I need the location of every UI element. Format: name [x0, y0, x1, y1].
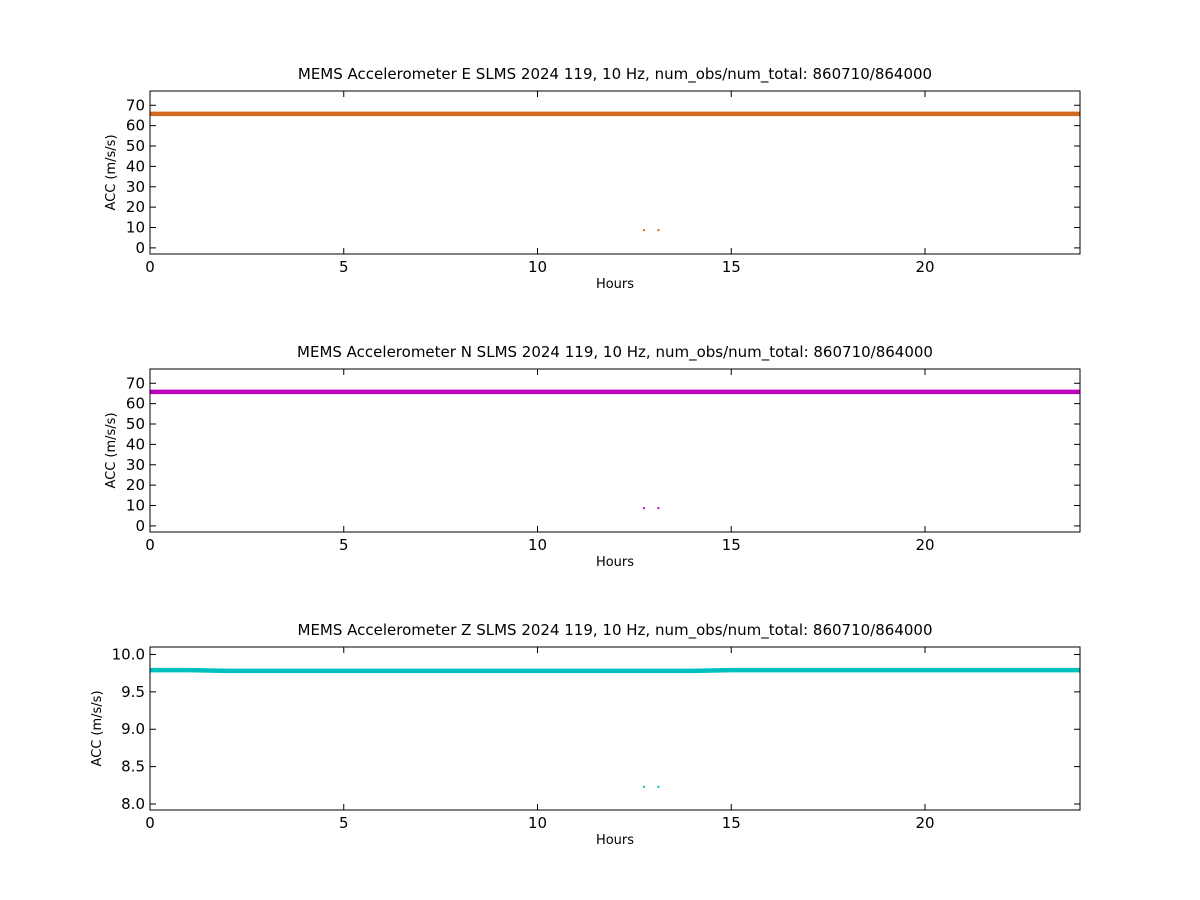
y-tick-label: 60 — [126, 117, 145, 135]
data-point — [657, 507, 660, 510]
y-tick-label: 50 — [126, 415, 145, 433]
x-tick-label: 10 — [528, 536, 547, 554]
y-tick-label: 10.0 — [112, 645, 145, 663]
y-tick-label: 40 — [126, 435, 145, 453]
y-axis-label: ACC (m/s/s) — [104, 412, 119, 488]
data-point — [657, 785, 660, 788]
y-tick-label: 60 — [126, 395, 145, 413]
x-tick-label: 0 — [145, 258, 155, 276]
y-tick-label: 9.0 — [121, 720, 145, 738]
x-tick-label: 0 — [145, 814, 155, 832]
subplot-2: MEMS Accelerometer N SLMS 2024 119, 10 H… — [104, 343, 1081, 570]
x-tick-label: 5 — [339, 536, 349, 554]
x-axis-label: Hours — [596, 833, 634, 848]
y-tick-label: 20 — [126, 198, 145, 216]
y-tick-label: 9.5 — [121, 683, 145, 701]
subplot-1: MEMS Accelerometer E SLMS 2024 119, 10 H… — [104, 65, 1081, 292]
axes-frame — [149, 90, 1081, 255]
y-tick-label: 8.5 — [121, 758, 145, 776]
data-point — [643, 229, 646, 232]
x-tick-label: 15 — [722, 814, 741, 832]
y-tick-label: 20 — [126, 476, 145, 494]
data-point — [643, 507, 646, 510]
y-tick-label: 30 — [126, 178, 145, 196]
x-axis-label: Hours — [596, 277, 634, 292]
y-tick-label: 10 — [126, 497, 145, 515]
y-tick-label: 70 — [126, 96, 145, 114]
x-tick-label: 15 — [722, 258, 741, 276]
data-point — [657, 229, 660, 232]
subplot-3: MEMS Accelerometer Z SLMS 2024 119, 10 H… — [90, 621, 1081, 848]
x-tick-label: 0 — [145, 536, 155, 554]
y-tick-label: 0 — [135, 239, 145, 257]
x-axis-label: Hours — [596, 555, 634, 570]
axes-frame — [149, 646, 1081, 811]
x-tick-label: 20 — [915, 258, 934, 276]
y-tick-label: 70 — [126, 374, 145, 392]
y-axis-label: ACC (m/s/s) — [104, 134, 119, 210]
data-point — [643, 785, 646, 788]
x-tick-label: 20 — [915, 814, 934, 832]
y-axis-label: ACC (m/s/s) — [90, 690, 105, 766]
data-band-series — [150, 667, 1080, 674]
x-tick-label: 5 — [339, 814, 349, 832]
y-tick-label: 10 — [126, 219, 145, 237]
x-tick-label: 10 — [528, 258, 547, 276]
chart-title: MEMS Accelerometer Z SLMS 2024 119, 10 H… — [298, 621, 933, 640]
chart-title: MEMS Accelerometer N SLMS 2024 119, 10 H… — [297, 343, 933, 362]
y-tick-label: 0 — [135, 517, 145, 535]
y-tick-label: 50 — [126, 137, 145, 155]
x-tick-label: 5 — [339, 258, 349, 276]
x-tick-label: 10 — [528, 814, 547, 832]
axes-frame — [149, 368, 1081, 533]
y-tick-label: 40 — [126, 157, 145, 175]
x-tick-label: 20 — [915, 536, 934, 554]
y-tick-label: 30 — [126, 456, 145, 474]
x-tick-label: 15 — [722, 536, 741, 554]
chart-title: MEMS Accelerometer E SLMS 2024 119, 10 H… — [298, 65, 932, 84]
y-tick-label: 8.0 — [121, 795, 145, 813]
